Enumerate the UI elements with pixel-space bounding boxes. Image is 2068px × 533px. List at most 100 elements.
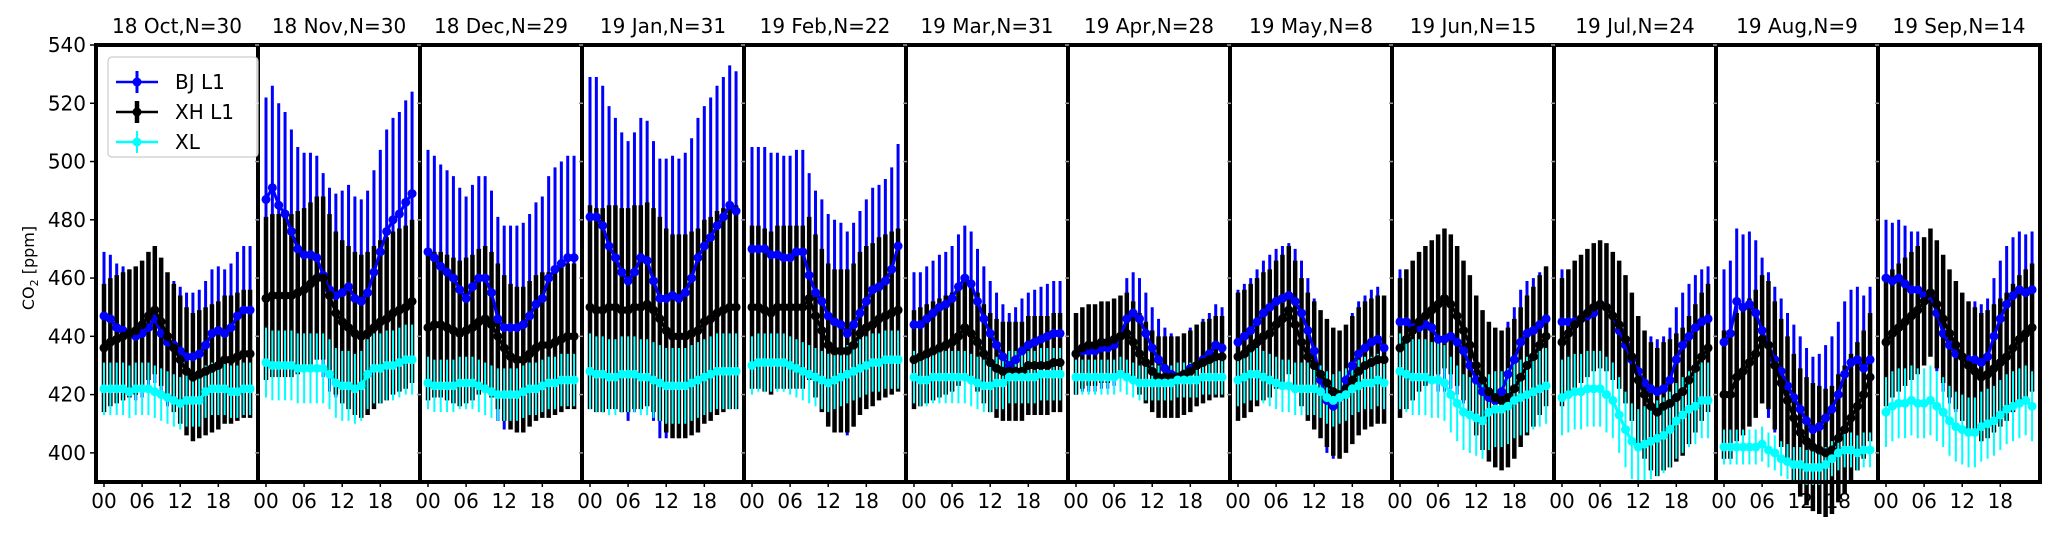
bj-point — [1011, 355, 1021, 365]
xl-point — [274, 360, 284, 370]
xl-point — [2021, 395, 2031, 405]
bj-point — [429, 253, 439, 263]
bj-point — [887, 264, 897, 274]
xh-point — [1478, 375, 1488, 385]
bj-point — [1154, 355, 1164, 365]
bj-point — [861, 296, 871, 306]
bj-point — [979, 314, 989, 324]
bj-point — [725, 200, 735, 210]
panel-frames: 18 Oct,N=30 00 06 12 18 18 Nov,N=30 00 06 12 18 18… — [91, 14, 2042, 513]
xl-point — [1995, 410, 2005, 420]
xl-point — [1627, 436, 1637, 446]
xl-point — [1703, 395, 1713, 405]
xl-point — [1084, 372, 1094, 382]
xh-point — [1995, 358, 2005, 368]
bj-point — [563, 253, 573, 263]
xh-point — [407, 296, 417, 306]
xh-point — [1833, 433, 1843, 443]
x-tick-label: 12 — [1139, 489, 1164, 513]
x-tick-label: 12 — [1949, 489, 1974, 513]
xh-point — [2027, 323, 2037, 333]
xl-point — [998, 378, 1008, 388]
xl-point — [1036, 369, 1046, 379]
xh-point — [1284, 305, 1294, 315]
xl-point — [1049, 369, 1059, 379]
xl-point — [1290, 384, 1300, 394]
panel-0 — [99, 246, 255, 442]
xh-point — [1408, 326, 1418, 336]
bj-point — [1246, 326, 1256, 336]
x-tick-label: 18 — [1178, 489, 1203, 513]
bj-point — [591, 212, 601, 222]
xl-point — [772, 358, 782, 368]
xl-point — [499, 390, 509, 400]
xl-point — [1414, 372, 1424, 382]
xl-point — [245, 384, 255, 394]
panel-title: 18 Nov,N=30 — [272, 14, 406, 38]
bj-point — [680, 288, 690, 298]
bj-point — [1354, 349, 1364, 359]
xl-point — [1446, 390, 1456, 400]
xl-point — [318, 363, 328, 373]
xh-point — [1865, 372, 1875, 382]
bj-point — [1265, 302, 1275, 312]
xh-point — [1751, 349, 1761, 359]
bj-point — [779, 253, 789, 263]
xl-point — [1738, 442, 1748, 452]
bj-point — [1989, 331, 1999, 341]
xh-point — [1303, 352, 1313, 362]
xh-point — [2021, 328, 2031, 338]
xl-point — [305, 363, 315, 373]
xh-point — [604, 302, 614, 312]
bj-point — [1757, 326, 1767, 336]
xl-point — [325, 369, 335, 379]
bj-point — [1900, 279, 1910, 289]
xh-point — [629, 302, 639, 312]
panel-frame — [1552, 43, 1718, 484]
xh-point — [525, 349, 535, 359]
xl-point — [1160, 378, 1170, 388]
bj-point — [1821, 413, 1831, 423]
xh-point — [785, 302, 795, 312]
xl-point — [1840, 445, 1850, 455]
bj-point — [1379, 343, 1389, 353]
xh-point — [99, 343, 109, 353]
bj-point — [699, 241, 709, 251]
xh-point — [1932, 299, 1942, 309]
panel-frame — [1228, 43, 1394, 484]
bj-point — [1995, 314, 2005, 324]
bj-point — [1360, 343, 1370, 353]
xh-point — [1582, 308, 1592, 318]
xh-point — [674, 331, 684, 341]
xh-point — [369, 323, 379, 333]
xl-point — [1732, 442, 1742, 452]
x-tick-label: 12 — [329, 489, 354, 513]
xl-point — [569, 375, 579, 385]
bj-point — [1258, 308, 1268, 318]
bj-point — [928, 308, 938, 318]
x-tick-label: 00 — [577, 489, 602, 513]
x-tick-label: 18 — [692, 489, 717, 513]
xh-point — [1427, 305, 1437, 315]
x-tick-label: 12 — [977, 489, 1002, 513]
xh-point — [1744, 358, 1754, 368]
x-tick-label: 18 — [1340, 489, 1365, 513]
xl-point — [312, 363, 322, 373]
xh-point — [617, 305, 627, 315]
xl-point — [188, 395, 198, 405]
xl-point — [1614, 410, 1624, 420]
xh-point — [156, 317, 166, 327]
xl-point — [1173, 375, 1183, 385]
xl-point — [137, 384, 147, 394]
xh-point — [1900, 317, 1910, 327]
panel-frame — [904, 43, 1070, 484]
bj-point — [1128, 308, 1138, 318]
xh-point — [804, 293, 814, 303]
x-tick-label: 12 — [167, 489, 192, 513]
bj-point — [1814, 422, 1824, 432]
xh-point — [487, 320, 497, 330]
xl-point — [1541, 381, 1551, 391]
bj-point — [1433, 334, 1443, 344]
bj-point — [1233, 337, 1243, 347]
xl-point — [506, 390, 516, 400]
